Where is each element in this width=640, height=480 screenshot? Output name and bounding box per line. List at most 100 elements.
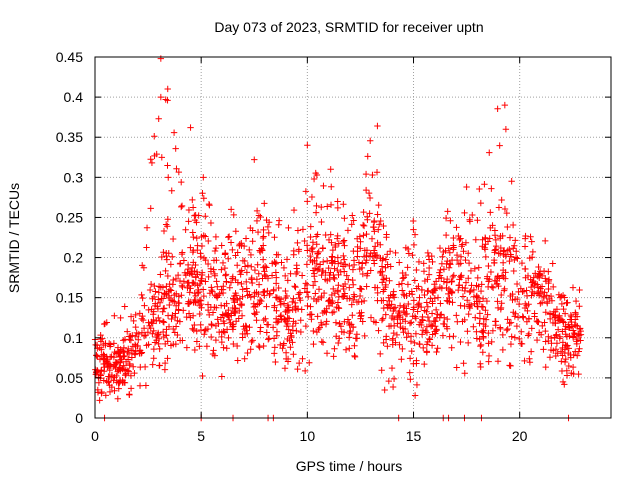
data-point	[153, 150, 160, 158]
data-point	[270, 287, 277, 295]
data-point	[141, 302, 148, 309]
data-point	[330, 353, 337, 360]
data-point	[160, 248, 167, 256]
data-point	[494, 105, 501, 113]
data-point	[501, 205, 509, 213]
data-point	[297, 328, 305, 336]
data-point	[334, 232, 341, 240]
data-point	[496, 142, 503, 149]
data-point	[491, 249, 498, 256]
data-point	[223, 326, 231, 333]
data-point	[511, 242, 518, 249]
data-point	[217, 302, 225, 309]
data-point	[251, 156, 258, 163]
data-point	[212, 336, 220, 344]
data-point	[464, 297, 471, 304]
data-point	[513, 280, 521, 288]
data-point	[298, 272, 306, 279]
data-point	[349, 324, 357, 331]
data-point	[282, 349, 290, 356]
data-point	[147, 205, 154, 212]
data-point	[270, 335, 278, 342]
data-point	[528, 279, 536, 286]
data-point	[351, 342, 358, 349]
data-point	[225, 313, 232, 320]
data-point	[436, 244, 444, 252]
data-point	[175, 168, 183, 176]
data-point	[428, 310, 436, 317]
data-point	[404, 245, 412, 253]
data-point	[577, 327, 584, 335]
data-point	[559, 344, 566, 352]
data-point	[335, 293, 343, 301]
data-point	[163, 283, 170, 290]
data-point	[159, 308, 166, 315]
data-point	[314, 313, 321, 320]
data-point	[423, 299, 430, 306]
data-point	[561, 358, 569, 366]
data-point	[390, 307, 397, 315]
data-point	[382, 264, 389, 271]
data-point	[98, 346, 105, 353]
data-point	[415, 258, 423, 266]
data-point	[507, 319, 515, 326]
data-point	[535, 271, 542, 279]
data-point	[405, 250, 413, 257]
data-point	[355, 259, 363, 266]
data-point	[232, 228, 240, 235]
data-point	[433, 327, 440, 334]
data-point	[216, 328, 223, 336]
data-point	[446, 249, 454, 256]
data-point	[250, 303, 258, 311]
data-point	[244, 330, 251, 337]
data-point	[561, 381, 568, 388]
data-point	[192, 211, 199, 219]
data-point	[135, 330, 143, 338]
data-point	[328, 253, 336, 260]
data-point	[265, 336, 272, 343]
data-point	[265, 219, 273, 226]
data-point	[126, 391, 133, 399]
data-point	[334, 204, 342, 212]
data-point	[340, 200, 347, 208]
data-point	[429, 289, 437, 297]
data-point	[319, 244, 326, 252]
data-point	[415, 300, 423, 307]
data-point	[163, 256, 171, 263]
data-point	[198, 271, 206, 279]
data-point	[320, 182, 327, 190]
data-point	[420, 344, 427, 352]
data-point	[408, 291, 416, 298]
data-point	[277, 341, 284, 349]
data-point	[289, 298, 296, 306]
data-point	[255, 281, 263, 288]
data-point	[462, 256, 469, 264]
data-point	[477, 287, 485, 295]
data-point	[306, 359, 313, 366]
data-point	[447, 261, 454, 268]
data-point	[367, 267, 374, 274]
data-point	[569, 284, 577, 291]
data-point	[156, 345, 163, 353]
data-point	[290, 206, 298, 214]
data-point	[229, 273, 237, 281]
data-point	[335, 305, 343, 312]
data-point	[302, 280, 309, 287]
data-point	[272, 358, 279, 366]
data-point	[424, 313, 432, 321]
data-point	[547, 292, 555, 300]
data-point	[161, 291, 168, 298]
data-point	[303, 281, 311, 289]
data-point	[485, 340, 492, 347]
data-point	[155, 115, 162, 122]
data-point	[430, 317, 438, 325]
data-point	[117, 359, 124, 366]
data-point	[439, 253, 446, 260]
data-point	[261, 200, 268, 207]
data-point	[515, 300, 523, 308]
data-point	[467, 267, 475, 275]
data-point	[202, 278, 209, 285]
data-point	[288, 333, 295, 341]
data-point	[346, 345, 353, 352]
data-point	[384, 251, 391, 258]
